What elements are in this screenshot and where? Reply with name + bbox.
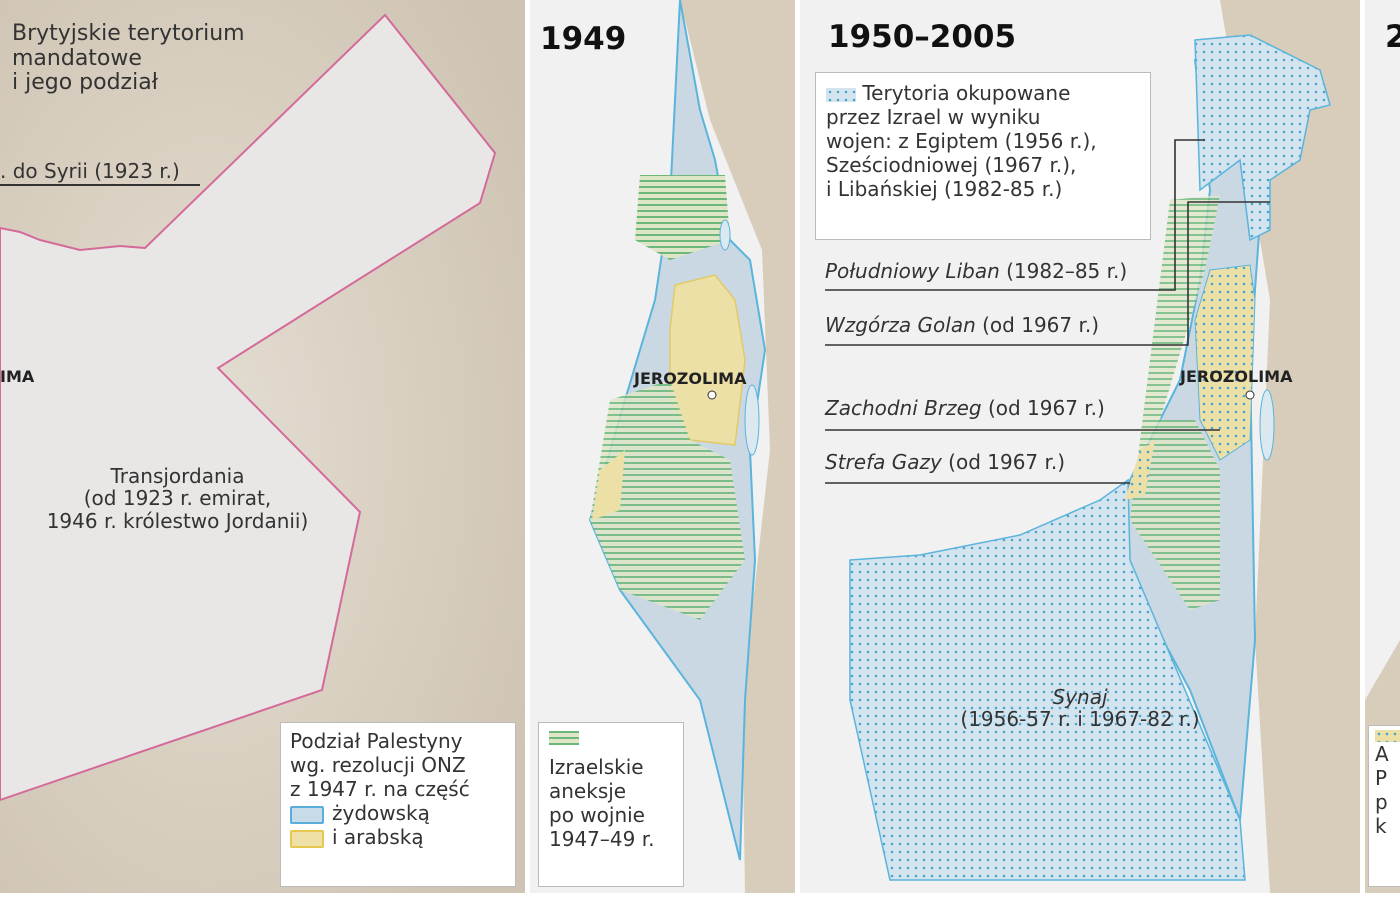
callout-name: Strefa Gazy <box>825 450 942 474</box>
legend-line: 1947–49 r. <box>549 827 655 851</box>
sinai-name: Synaj <box>1052 685 1108 709</box>
map-panel-mandate: Brytyjskie terytorium mandatowe i jego p… <box>0 0 525 893</box>
sinai-date: (1956-57 r. i 1967-82 r.) <box>960 707 1200 732</box>
callout-lines <box>825 139 1270 484</box>
arab-swatch <box>290 829 324 848</box>
callout-name: Południowy Liban <box>825 259 1000 283</box>
legend-item-jewish: żydowską <box>290 801 515 825</box>
legend-line: P <box>1375 766 1388 790</box>
legend-line: k <box>1375 814 1387 838</box>
title-line: mandatowe <box>12 45 142 71</box>
legend-line: Izraelskie <box>549 755 644 779</box>
dots-swatch <box>826 87 856 102</box>
map-panel-1950-2005: 1950–2005 Terytoria okupowane przez Izra… <box>800 0 1360 893</box>
label-line: Transjordania <box>110 464 245 488</box>
map-panel-1949: 1949 JEROZOLIMA Izraelskie aneksje po wo… <box>530 0 795 893</box>
city-label: JEROZOLIMA <box>634 369 747 388</box>
legend-line: aneksje <box>549 779 627 803</box>
panel4-title: 2 <box>1385 19 1400 55</box>
south-lebanon-golan <box>1194 34 1331 242</box>
gaza-strip <box>1125 440 1155 500</box>
panel2-title: 1949 <box>540 21 627 57</box>
legend-line: A <box>1375 742 1389 766</box>
annexation-north <box>635 175 730 260</box>
transjordan-territory <box>0 13 497 802</box>
panel4-legend: A P p k <box>1368 725 1400 887</box>
sinai-occupied <box>849 478 1246 881</box>
dots-swatch <box>1375 730 1400 742</box>
callout-date: (od 1967 r.) <box>975 313 1100 337</box>
annexation-south <box>590 380 745 620</box>
west-bank-occupied <box>1194 264 1256 461</box>
callout-date: (1982–85 r.) <box>999 259 1128 283</box>
legend-first-line: Terytoria okupowane <box>826 81 1150 105</box>
hatch-swatch <box>549 731 579 745</box>
legend-line: i Libańskiej (1982-85 r.) <box>826 177 1063 201</box>
city-label: IMA <box>0 367 35 386</box>
callout-west-bank: Zachodni Brzeg (od 1967 r.) <box>825 397 1105 419</box>
legend-line: z 1947 r. na część <box>290 777 470 801</box>
map-1950-2005 <box>825 0 1360 893</box>
callout-date: (od 1967 r.) <box>981 396 1105 420</box>
panel3-title: 1950–2005 <box>828 19 1017 55</box>
legend-line: po wojnie <box>549 803 645 827</box>
partition-legend: Podział Palestyny wg. rezolucji ONZ z 19… <box>280 722 516 887</box>
title-line: i jego podział <box>12 70 158 96</box>
legend-line: wojen: z Egiptem (1956 r.), <box>826 129 1097 153</box>
legend-item-arab: i arabską <box>290 825 515 849</box>
callout-name: Zachodni Brzeg <box>825 396 982 420</box>
mandate-map <box>0 0 525 893</box>
label-line: (od 1923 r. emirat, <box>83 486 272 511</box>
city-label: JEROZOLIMA <box>1180 367 1293 386</box>
title-line: Brytyjskie terytorium <box>12 21 245 46</box>
arab-west-bank <box>669 274 746 446</box>
legend-line: przez Izrael w wyniku <box>826 105 1041 129</box>
sinai-label: Synaj (1956-57 r. i 1967-82 r.) <box>920 686 1240 731</box>
callout-name: Wzgórza Golan <box>825 313 976 337</box>
legend-line: Podział Palestyny <box>290 729 463 753</box>
legend-line: Terytoria okupowane <box>862 81 1071 105</box>
syria-note: . do Syrii (1923 r.) <box>0 160 200 187</box>
label-line: 1946 r. królestwo Jordanii) <box>46 508 309 533</box>
transjordan-label: Transjordania (od 1923 r. emirat, 1946 r… <box>0 464 355 533</box>
callout-date: (od 1967 r.) <box>941 450 1066 474</box>
map-1949 <box>588 0 795 893</box>
panel1-title: Brytyjskie terytorium mandatowe i jego p… <box>12 21 245 96</box>
map-panel-2005-cropped: 2 A P p k <box>1365 0 1400 893</box>
callout-gaza: Strefa Gazy (od 1967 r.) <box>825 451 1065 473</box>
jewish-swatch <box>290 805 324 824</box>
legend-line: wg. rezolucji ONZ <box>290 753 466 777</box>
annexation-legend: Izraelskie aneksje po wojnie 1947–49 r. <box>538 722 684 887</box>
annexation-hatch <box>1130 195 1220 610</box>
legend-label: żydowską <box>332 801 430 825</box>
legend-line: Sześciodniowej (1967 r.), <box>826 153 1077 177</box>
occupied-legend: Terytoria okupowane przez Izrael w wynik… <box>815 72 1151 240</box>
gaza-1949 <box>592 450 625 520</box>
legend-line: p <box>1375 790 1388 814</box>
callout-south-lebanon: Południowy Liban (1982–85 r.) <box>825 260 1127 282</box>
callout-golan: Wzgórza Golan (od 1967 r.) <box>825 314 1099 336</box>
legend-label: i arabską <box>332 825 424 849</box>
